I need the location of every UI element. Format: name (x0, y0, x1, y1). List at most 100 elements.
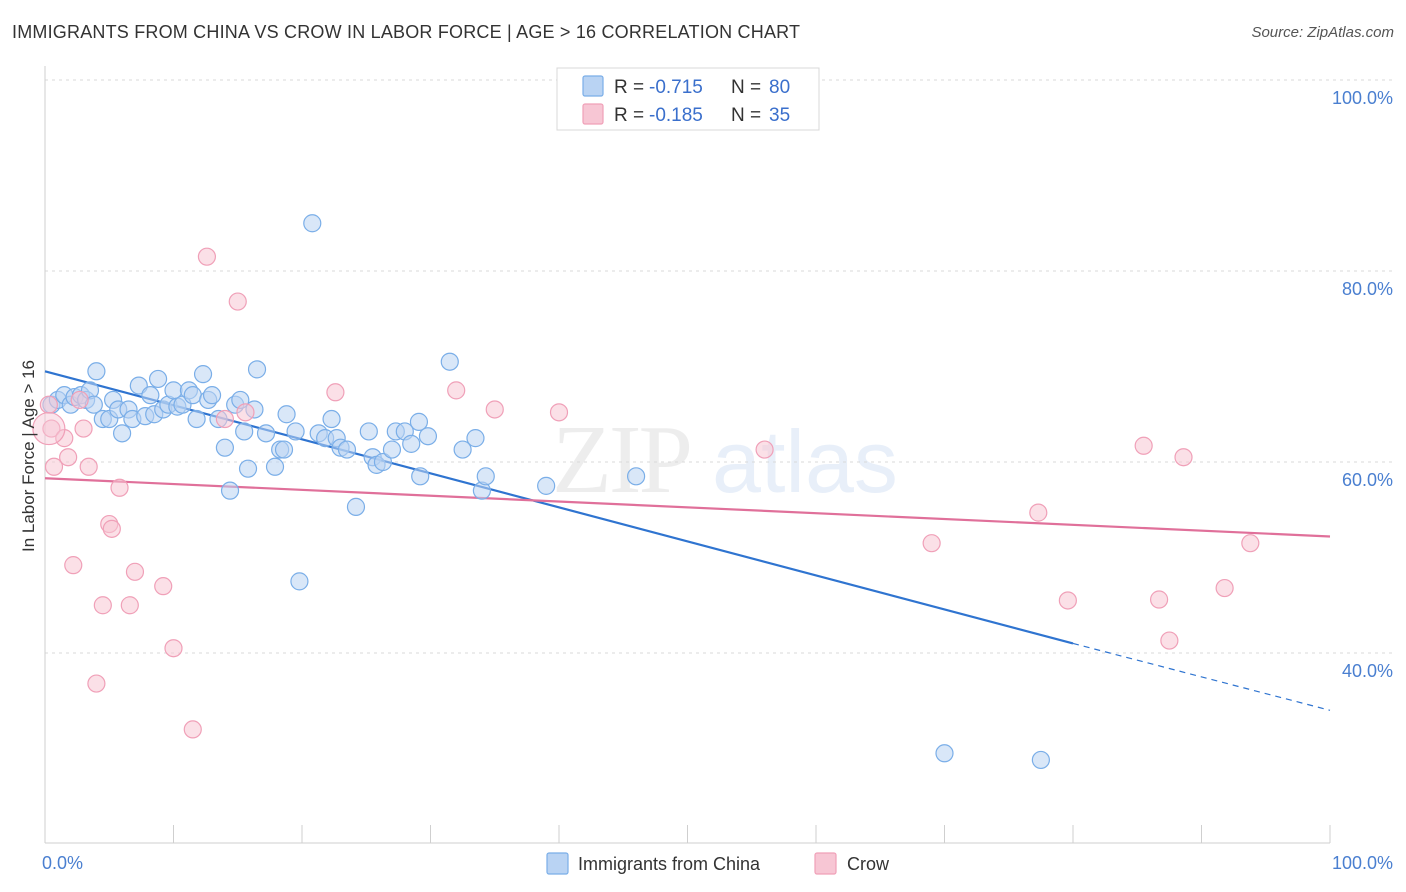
watermark-zip: ZIP (552, 406, 690, 514)
point-china-61 (382, 440, 402, 459)
y-tick-label-80: 80.0% (1342, 279, 1393, 299)
point-crow-31 (1134, 436, 1153, 455)
chart-title: IMMIGRANTS FROM CHINA VS CROW IN LABOR F… (12, 22, 801, 42)
point-crow-1 (42, 419, 61, 438)
trend-line-crow (44, 477, 1331, 538)
point-china-28 (183, 386, 202, 405)
trend-line-china-extension (1072, 642, 1331, 711)
stats-legend: R = -0.715 N = 80 R = -0.185 N = 35 (556, 67, 820, 131)
series-legend-swatch-china (546, 852, 569, 875)
point-crow-22 (236, 403, 255, 422)
watermark: ZIP atlas (552, 406, 898, 514)
point-china-43 (265, 457, 285, 476)
point-china-66 (411, 467, 430, 486)
series-legend: Immigrants from China Crow (546, 852, 890, 875)
point-china-38 (235, 422, 254, 441)
point-china-52 (322, 409, 341, 429)
legend-n-label-crow: N = (731, 105, 761, 126)
point-china-47 (286, 422, 305, 441)
legend-r-label-china: R = (614, 77, 644, 98)
point-china-19 (141, 386, 160, 405)
point-crow-9 (87, 674, 106, 693)
point-crow-15 (125, 562, 145, 581)
point-crow-26 (549, 403, 569, 422)
legend-swatch-crow (582, 103, 604, 125)
series-legend-swatch-crow (814, 852, 837, 875)
point-crow-28 (922, 534, 941, 553)
point-crow-10 (93, 596, 112, 615)
grid-lines (45, 79, 1393, 654)
point-crow-5 (64, 556, 83, 575)
point-crow-35 (1215, 578, 1234, 598)
point-crow-6 (70, 390, 89, 410)
point-china-69 (453, 440, 472, 459)
point-china-49 (303, 214, 322, 233)
point-crow-2 (44, 457, 64, 476)
point-china-30 (193, 365, 213, 384)
point-china-67 (418, 427, 438, 446)
point-china-29 (187, 409, 206, 429)
x-tick-label-max: 100.0% (1332, 853, 1393, 873)
point-china-21 (148, 369, 168, 389)
point-china-74 (626, 467, 646, 486)
legend-n-value-crow: 35 (769, 105, 790, 126)
point-crow-29 (1029, 503, 1048, 522)
point-china-68 (440, 352, 459, 371)
point-crow-16 (154, 577, 173, 596)
point-china-14 (112, 424, 132, 443)
legend-r-value-crow: -0.185 (649, 105, 703, 126)
y-axis-label: In Labor Force | Age > 16 (19, 360, 38, 552)
point-china-42 (256, 424, 276, 443)
point-china-48 (290, 572, 309, 591)
point-crow-large (32, 411, 66, 446)
point-crow-23 (326, 383, 345, 402)
point-china-73 (537, 476, 556, 495)
point-crow-21 (228, 292, 247, 311)
point-china-57 (359, 422, 378, 441)
y-tick-label-60: 60.0% (1342, 470, 1393, 490)
point-crow-13 (110, 478, 129, 497)
point-china-72 (476, 467, 495, 486)
y-tick-label-40: 40.0% (1342, 661, 1393, 681)
point-crow-30 (1058, 591, 1077, 610)
point-crow-4 (59, 448, 78, 467)
point-crow-34 (1174, 448, 1193, 467)
axes (44, 66, 1331, 844)
point-china-41 (247, 360, 267, 379)
point-china-32 (202, 386, 222, 405)
point-crow-7 (74, 419, 93, 438)
legend-n-label-china: N = (731, 77, 761, 98)
point-crow-27 (755, 440, 774, 459)
point-china-9 (87, 362, 106, 381)
point-crow-20 (215, 409, 234, 429)
point-crow-33 (1160, 631, 1179, 650)
point-crow-25 (485, 400, 504, 419)
point-crow-8 (79, 457, 98, 476)
point-china-76 (1031, 750, 1050, 770)
y-tick-label-100: 100.0% (1332, 88, 1393, 108)
point-crow-18 (183, 720, 202, 739)
point-china-56 (346, 497, 366, 516)
point-china-64 (402, 434, 421, 453)
point-crow-32 (1149, 590, 1169, 609)
y-tick-labels: 40.0% 60.0% 80.0% 100.0% (1332, 88, 1393, 681)
point-china-35 (220, 481, 240, 500)
point-china-34 (215, 438, 234, 457)
point-china-65 (409, 412, 429, 431)
point-crow-14 (120, 596, 139, 615)
series-legend-label-crow: Crow (847, 854, 890, 874)
legend-n-value-china: 80 (769, 77, 790, 98)
point-crow-36 (1241, 534, 1260, 553)
point-crow-17 (164, 639, 183, 658)
point-china-39 (238, 459, 258, 478)
point-crow-12 (102, 519, 121, 538)
x-tick-label-min: 0.0% (42, 853, 83, 873)
point-china-60 (373, 452, 393, 472)
point-china-46 (277, 405, 296, 424)
point-china-55 (337, 440, 357, 459)
source-credit: Source: ZipAtlas.com (1251, 24, 1394, 41)
point-china-75 (935, 744, 954, 763)
point-crow-0 (39, 395, 58, 414)
legend-swatch-china (582, 75, 604, 97)
